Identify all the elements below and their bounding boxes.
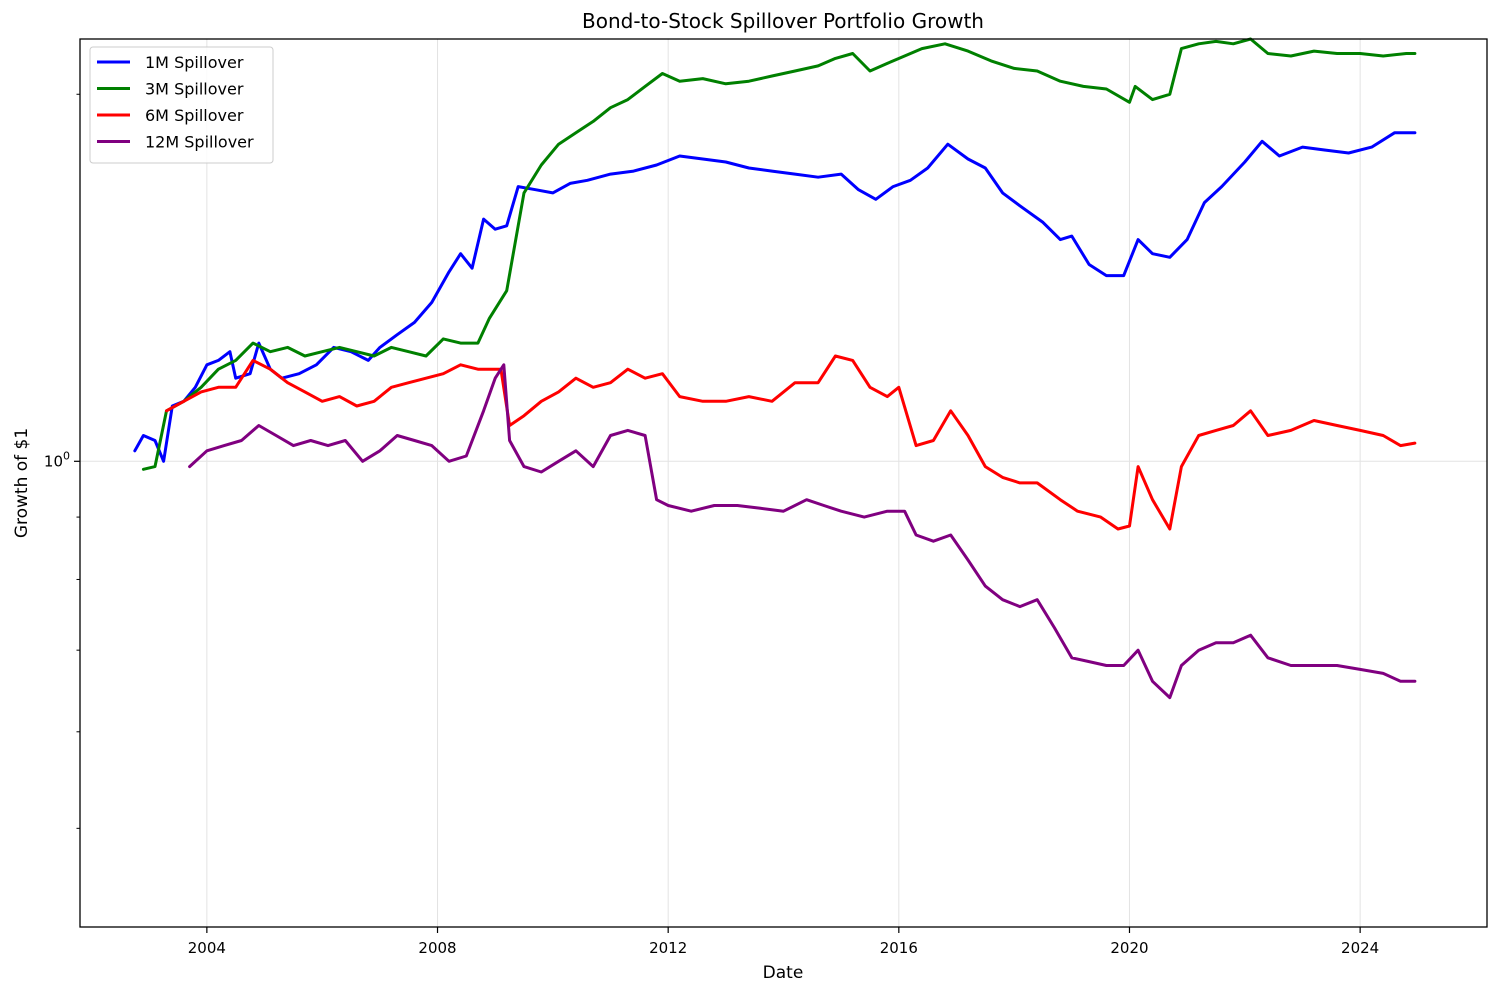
series-line-12m-spillover [188,363,1417,700]
x-tick-label: 2012 [649,939,687,957]
grid [80,39,1487,927]
x-tick-label: 2020 [1110,939,1148,957]
x-tick-label: 2008 [418,939,456,957]
x-tick-label: 2004 [188,939,226,957]
x-axis-title: Date [763,963,804,983]
plot-area-frame [79,38,1488,928]
series-line-3m-spillover [141,37,1417,471]
legend-label: 3M Spillover [145,80,244,99]
legend: 1M Spillover 3M Spillover 6M Spillover 12M … [89,46,274,164]
series-line-1m-spillover [133,131,1417,463]
series-line-6m-spillover [165,354,1417,531]
series-layer [133,37,1417,700]
y-axis-title: Growth of $1 [12,428,32,538]
chart-title: Bond-to-Stock Spillover Portfolio Growth [582,9,984,33]
legend-box [89,46,274,164]
x-tick-label: 2024 [1341,939,1379,957]
legend-label: 12M Spillover [145,133,254,152]
x-tick-label: 2016 [880,939,918,957]
legend-label: 6M Spillover [145,106,244,125]
legend-label: 1M Spillover [145,53,244,72]
